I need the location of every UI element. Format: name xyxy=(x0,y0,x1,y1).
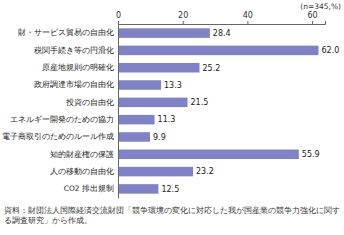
data-labels: 28.4 62.0 25.2 13.3 21.5 11.3 9.9 55.9 23.2 12.5 xyxy=(153,29,339,194)
category-label: 政府調達市場の自由化 xyxy=(34,80,114,89)
bar xyxy=(118,80,161,90)
category-label: 人の移動の自由化 xyxy=(50,167,114,176)
tick: 原産地規則の明確化 xyxy=(42,63,118,72)
tick: 政府調達市場の自由化 xyxy=(34,80,118,89)
category-label: 原産地規則の明確化 xyxy=(42,63,114,72)
source-note: 資料：財団法人国際経済交流財団「競争環境の変化に対応した我が国産業の競争力強化に… xyxy=(4,206,340,226)
tick: 財・サービス貿易の自由化 xyxy=(18,28,118,37)
data-label: 62.0 xyxy=(322,46,340,55)
tick-label: 60 xyxy=(307,11,317,20)
tick-mark xyxy=(118,21,119,24)
bar xyxy=(118,28,210,38)
tick: 20 xyxy=(178,11,188,24)
tick-label: 20 xyxy=(178,11,188,20)
data-label: 13.3 xyxy=(164,81,182,90)
category-label: 税関手続き等の円滑化 xyxy=(34,46,114,55)
bar xyxy=(118,167,193,177)
data-label: 21.5 xyxy=(191,98,209,107)
tick: CO2 排出規制 xyxy=(64,184,118,193)
bar xyxy=(118,184,158,194)
data-label: 28.4 xyxy=(213,29,231,38)
tick-label: 40 xyxy=(243,11,253,20)
data-label: 9.9 xyxy=(153,133,166,142)
tick: 0 xyxy=(116,11,121,24)
tick: 60 xyxy=(307,11,317,24)
category-label: CO2 排出規制 xyxy=(64,184,114,193)
bar xyxy=(118,98,188,108)
y-axis: 財・サービス貿易の自由化税関手続き等の円滑化原産地規則の明確化政府調達市場の自由… xyxy=(2,25,119,199)
data-label: 55.9 xyxy=(302,150,320,159)
bar xyxy=(118,46,319,56)
category-label: 投資の自由化 xyxy=(65,98,114,107)
x-axis: 0 20 40 60 xyxy=(116,11,326,25)
category-label: 電子商取引のためのルール作成 xyxy=(2,132,114,141)
tick: 税関手続き等の円滑化 xyxy=(34,46,118,55)
tick: 人の移動の自由化 xyxy=(50,167,118,176)
tick-mark xyxy=(247,21,248,24)
tick: エネルギー開発のための協力 xyxy=(10,115,118,124)
data-label: 12.5 xyxy=(161,185,179,194)
tick-label: 0 xyxy=(116,11,121,20)
data-label: 23.2 xyxy=(196,167,214,176)
annotation: (n=345,%) xyxy=(300,2,341,11)
tick: 知的財産権の保護 xyxy=(50,150,118,159)
bars xyxy=(118,28,319,193)
bar xyxy=(118,115,155,125)
bar xyxy=(118,63,200,73)
data-label: 25.2 xyxy=(203,64,221,73)
tick: 電子商取引のためのルール作成 xyxy=(2,132,118,141)
tick-mark xyxy=(312,21,313,24)
data-label: 11.3 xyxy=(158,115,176,124)
bar xyxy=(118,150,299,160)
category-label: エネルギー開発のための協力 xyxy=(10,115,114,124)
axis-line xyxy=(118,25,119,199)
category-label: 知的財産権の保護 xyxy=(50,150,114,159)
category-label: 財・サービス貿易の自由化 xyxy=(18,28,114,37)
axis-line xyxy=(119,21,326,25)
bar xyxy=(118,132,150,142)
tick: 40 xyxy=(243,11,253,24)
tick-mark xyxy=(183,21,184,24)
tick: 投資の自由化 xyxy=(65,98,118,107)
chart: 0 20 40 60 財・サービス貿易の自由化税関手続き等の円滑化原産地規則の明確化政府… xyxy=(0,0,344,206)
